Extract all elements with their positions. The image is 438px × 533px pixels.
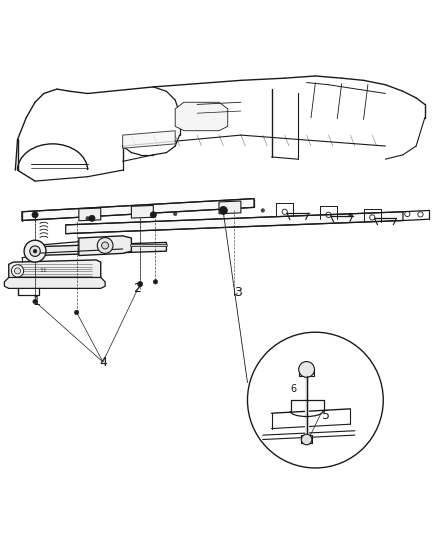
Circle shape [24, 240, 46, 262]
Polygon shape [79, 208, 101, 221]
Circle shape [74, 310, 79, 314]
Circle shape [299, 361, 314, 377]
Circle shape [33, 300, 37, 304]
Circle shape [97, 238, 113, 253]
Circle shape [138, 281, 143, 287]
Circle shape [102, 242, 109, 249]
Text: 5: 5 [322, 409, 330, 422]
Text: 3: 3 [234, 286, 242, 300]
Polygon shape [131, 205, 153, 218]
Polygon shape [22, 199, 254, 221]
Polygon shape [299, 369, 314, 376]
Polygon shape [35, 243, 166, 255]
Polygon shape [4, 278, 105, 288]
Circle shape [32, 212, 38, 218]
Text: 11: 11 [39, 268, 47, 273]
Polygon shape [79, 236, 131, 255]
Circle shape [30, 246, 40, 256]
Circle shape [219, 206, 227, 214]
Circle shape [33, 249, 37, 253]
Circle shape [349, 213, 352, 216]
Polygon shape [123, 131, 175, 148]
Circle shape [261, 209, 265, 212]
Circle shape [301, 434, 312, 445]
Text: 4: 4 [100, 357, 108, 369]
Circle shape [247, 332, 383, 468]
Circle shape [14, 268, 21, 274]
Circle shape [150, 212, 156, 218]
Circle shape [86, 216, 89, 220]
Text: 2: 2 [134, 282, 141, 295]
Polygon shape [301, 435, 312, 443]
Circle shape [11, 265, 24, 277]
Circle shape [173, 212, 177, 216]
Circle shape [220, 207, 226, 214]
Circle shape [153, 280, 158, 284]
Text: 1: 1 [33, 295, 41, 308]
Text: 6: 6 [290, 384, 296, 394]
Polygon shape [9, 260, 101, 280]
Polygon shape [175, 102, 228, 131]
Polygon shape [219, 201, 241, 214]
Polygon shape [66, 212, 403, 233]
Circle shape [89, 215, 95, 221]
